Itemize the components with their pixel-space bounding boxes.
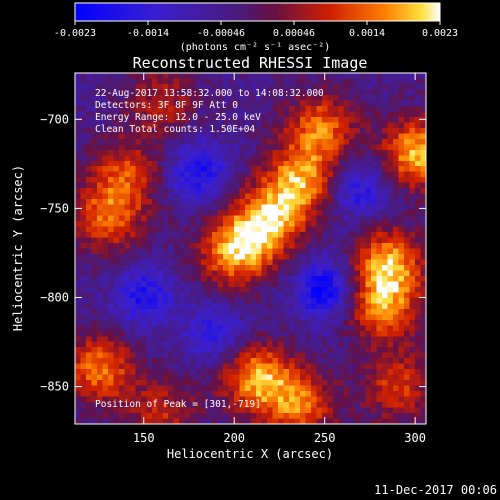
heatmap-image <box>75 73 426 424</box>
colorbar-unit-label: (photons cm⁻² s⁻¹ asec⁻²) <box>180 42 331 53</box>
annotation-time-range: 22-Aug-2017 13:58:32.000 to 14:08:32.000 <box>95 88 324 99</box>
colorbar-tick-label: -0.0023 <box>54 28 96 39</box>
peak-position-label: Position of Peak = [301,-719] <box>95 399 261 410</box>
plot-area: 150 200 250 300 −700 −750 −800 −850 <box>40 72 427 445</box>
x-tick-label: 200 <box>223 431 245 445</box>
y-tick-label: −850 <box>40 380 69 394</box>
colorbar-tick-label: 0.0023 <box>422 28 458 39</box>
annotation-block: 22-Aug-2017 13:58:32.000 to 14:08:32.000… <box>95 88 324 410</box>
y-axis-label: Heliocentric Y (arcsec) <box>11 165 25 331</box>
y-tick-label: −750 <box>40 201 69 215</box>
y-tick-label: −800 <box>40 290 69 304</box>
footer-timestamp: 11-Dec-2017 00:06 <box>374 483 497 497</box>
x-tick-label: 300 <box>404 431 426 445</box>
plot-frame <box>74 72 427 425</box>
y-tick-label: −700 <box>40 112 69 126</box>
colorbar-ticks: -0.0023 -0.0014 -0.00046 0.00046 0.0014 0.002… <box>54 21 458 39</box>
x-tick-label: 250 <box>314 431 336 445</box>
annotation-clean-counts: Clean Total counts: 1.50E+04 <box>95 124 255 135</box>
colorbar-tick-label: -0.00046 <box>197 28 245 39</box>
axis-ticks: 150 200 250 300 −700 −750 −800 −850 <box>40 73 426 445</box>
colorbar-gradient <box>74 2 441 22</box>
colorbar-tick-label: 0.00046 <box>273 28 315 39</box>
annotation-detectors: Detectors: 3F 8F 9F Att 0 <box>95 100 238 111</box>
x-tick-label: 150 <box>133 431 155 445</box>
colorbar: -0.0023 -0.0014 -0.00046 0.00046 0.0014 0.002… <box>54 2 458 53</box>
annotation-energy-range: Energy Range: 12.0 - 25.0 keV <box>95 112 261 123</box>
colorbar-tick-label: -0.0014 <box>127 28 169 39</box>
chart-title: Reconstructed RHESSI Image <box>133 54 368 72</box>
x-axis-label: Heliocentric X (arcsec) <box>167 447 333 461</box>
colorbar-tick-label: 0.0014 <box>349 28 385 39</box>
